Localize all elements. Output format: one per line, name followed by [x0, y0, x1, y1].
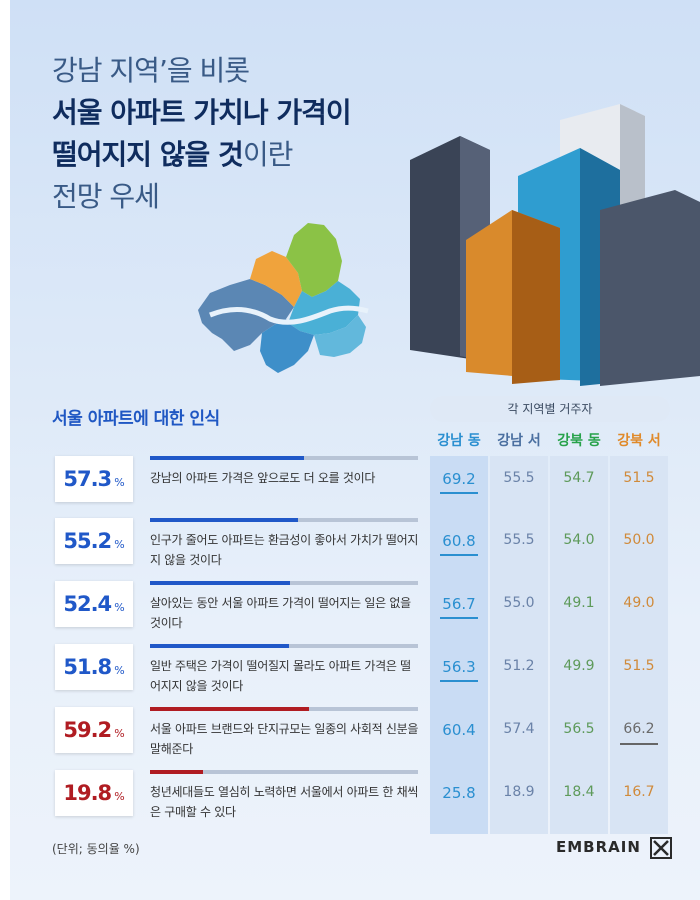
overall-agree-badge: 19.8%	[55, 770, 133, 816]
agree-bar-track	[150, 518, 418, 522]
col-bg-gangbuk-east	[550, 456, 608, 834]
overall-agree-unit: %	[114, 664, 125, 677]
region-value: 55.0	[503, 595, 535, 611]
residents-header: 각 지역별 거주자	[430, 396, 670, 422]
agree-bar-track	[150, 707, 418, 711]
highest-value-underline	[440, 617, 478, 619]
survey-row: 51.8% 일반 주택은 가격이 떨어질지 몰라도 아파트 가격은 떨어지지 않을…	[0, 644, 700, 706]
region-value: 66.2	[623, 721, 655, 737]
agree-bar	[150, 581, 291, 585]
survey-row: 57.3% 강남의 아파트 가격은 앞으로도 더 오를 것이다 69.2 55.5 54…	[0, 456, 700, 518]
region-value: 49.1	[563, 595, 595, 611]
overall-agree-value: 57.3	[63, 467, 112, 491]
region-value: 18.9	[503, 784, 535, 800]
survey-row: 59.2% 서울 아파트 브랜드와 단지규모는 일종의 사회적 신분을 말해준다 6…	[0, 707, 700, 769]
agree-bar	[150, 518, 298, 522]
region-value: 56.5	[563, 721, 595, 737]
region-value: 55.5	[503, 470, 535, 486]
agree-bar	[150, 770, 204, 774]
region-value: 16.7	[623, 784, 655, 800]
agree-bar-track	[150, 644, 418, 648]
headline-line2: 서울 아파트 가치나 가격이	[52, 96, 352, 129]
overall-agree-unit: %	[114, 538, 125, 551]
overall-agree-value: 55.2	[63, 529, 112, 553]
agree-bar	[150, 456, 304, 460]
region-value: 51.5	[623, 658, 655, 674]
statement-text: 강남의 아파트 가격은 앞으로도 더 오를 것이다	[150, 471, 376, 485]
overall-agree-value: 52.4	[63, 592, 112, 616]
statement-text: 청년세대들도 열심히 노력하면 서울에서 아파트 한 채씩은 구매할 수 있다	[150, 785, 419, 819]
overall-agree-value: 51.8	[63, 655, 112, 679]
overall-agree-unit: %	[114, 476, 125, 489]
region-value: 55.5	[503, 532, 535, 548]
survey-row: 52.4% 살아있는 동안 서울 아파트 가격이 떨어지는 일은 없을 것이다 56…	[0, 581, 700, 643]
agree-bar-track	[150, 581, 418, 585]
overall-agree-unit: %	[114, 790, 125, 803]
region-value: 51.5	[623, 470, 655, 486]
region-value: 60.8	[442, 532, 476, 550]
region-value: 18.4	[563, 784, 595, 800]
region-value: 50.0	[623, 532, 655, 548]
col-header-gangnam-west: 강남 서	[497, 433, 541, 449]
agree-bar	[150, 707, 309, 711]
brand-logo-icon	[650, 837, 672, 859]
region-value: 54.0	[563, 532, 595, 548]
col-bg-gangbuk-west	[610, 456, 668, 834]
highest-value-underline	[440, 492, 478, 494]
headline-line1: 강남 지역’을 비롯	[52, 54, 250, 87]
statement-text: 일반 주택은 가격이 떨어질지 몰라도 아파트 가격은 떨어지지 않을 것이다	[150, 659, 411, 693]
headline-line3-light: 이란	[242, 138, 294, 171]
overall-agree-unit: %	[114, 727, 125, 740]
overall-agree-value: 59.2	[63, 718, 112, 742]
survey-row: 55.2% 인구가 줄어도 아파트는 환금성이 좋아서 가치가 떨어지지 않을 것…	[0, 518, 700, 580]
overall-agree-badge: 52.4%	[55, 581, 133, 627]
overall-agree-unit: %	[114, 601, 125, 614]
headline-line4: 전망 우세	[52, 180, 160, 213]
overall-agree-value: 19.8	[63, 781, 112, 805]
region-value: 49.0	[623, 595, 655, 611]
overall-agree-badge: 55.2%	[55, 518, 133, 564]
region-value: 57.4	[503, 721, 535, 737]
section-title: 서울 아파트에 대한 인식	[52, 409, 220, 429]
overall-agree-badge: 57.3%	[55, 456, 133, 502]
agree-bar-track	[150, 770, 418, 774]
region-value: 49.9	[563, 658, 595, 674]
col-bg-gangnam-west	[490, 456, 548, 834]
col-bg-gangnam-east	[430, 456, 488, 834]
col-header-gangbuk-east: 강북 동	[557, 433, 601, 449]
region-value: 54.7	[563, 470, 595, 486]
buildings-illustration	[410, 104, 700, 386]
region-value: 51.2	[503, 658, 535, 674]
headline-line3-bold: 떨어지지 않을 것	[52, 138, 244, 171]
seoul-map-illustration	[198, 223, 369, 373]
region-value: 69.2	[442, 470, 476, 488]
highest-value-underline	[620, 743, 658, 745]
agree-bar	[150, 644, 289, 648]
highest-value-underline	[440, 680, 478, 682]
brand-wordmark: EMBRAIN	[556, 838, 641, 856]
left-edge	[0, 0, 10, 900]
unit-footnote: (단위; 동의율 %)	[52, 842, 140, 856]
col-header-gangbuk-west: 강북 서	[617, 433, 661, 449]
highest-value-underline	[440, 554, 478, 556]
region-value: 25.8	[442, 784, 476, 802]
overall-agree-badge: 59.2%	[55, 707, 133, 753]
headline: 강남 지역’을 비롯 서울 아파트 가치나 가격이 떨어지지 않을 것이란 전망…	[52, 50, 352, 218]
col-header-gangnam-east: 강남 동	[437, 433, 481, 449]
survey-row: 19.8% 청년세대들도 열심히 노력하면 서울에서 아파트 한 채씩은 구매할 …	[0, 770, 700, 832]
agree-bar-track	[150, 456, 418, 460]
region-value: 60.4	[442, 721, 476, 739]
statement-text: 살아있는 동안 서울 아파트 가격이 떨어지는 일은 없을 것이다	[150, 596, 411, 630]
region-value: 56.3	[442, 658, 476, 676]
statement-text: 인구가 줄어도 아파트는 환금성이 좋아서 가치가 떨어지지 않을 것이다	[150, 533, 419, 567]
overall-agree-badge: 51.8%	[55, 644, 133, 690]
statement-text: 서울 아파트 브랜드와 단지규모는 일종의 사회적 신분을 말해준다	[150, 722, 419, 756]
region-value: 56.7	[442, 595, 476, 613]
